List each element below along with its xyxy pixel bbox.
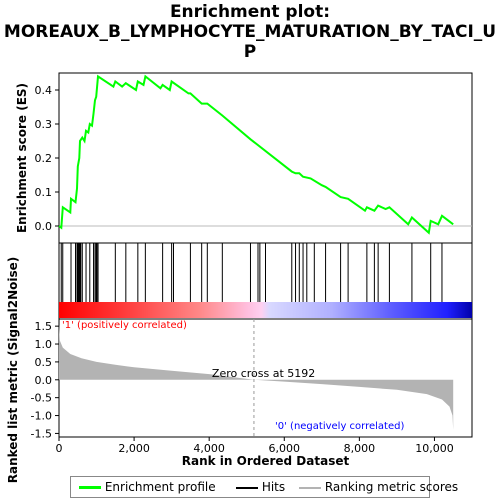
- title-line-3: P: [243, 42, 257, 62]
- positive-correlation-label: '1' (positively correlated): [62, 320, 187, 331]
- xtick-label-1: 2,000: [118, 442, 150, 455]
- xtick-label-3: 6,000: [269, 442, 301, 455]
- legend-hits-swatch: [236, 486, 258, 489]
- metric-y-axis-label: Ranked list metric (Signal2Noise): [6, 257, 20, 484]
- title-line-1: Enrichment plot:: [169, 2, 331, 22]
- metric-ytick-label-0: -1.5: [31, 427, 52, 440]
- metric-ytick-label-3: 0.0: [35, 374, 53, 387]
- es-ytick-label-3: 0.3: [35, 118, 53, 131]
- legend-hits: Hits: [236, 480, 285, 494]
- legend-ranking-label: Ranking metric scores: [324, 480, 459, 494]
- legend-hits-label: Hits: [261, 480, 286, 494]
- es-ytick-label-2: 0.2: [35, 152, 53, 165]
- ranking-metric-area: [59, 324, 454, 430]
- xtick-label-2: 4,000: [193, 442, 225, 455]
- legend-ranking: Ranking metric scores: [299, 480, 458, 494]
- rank-color-bar: [59, 302, 472, 318]
- enrichment-profile-line: [58, 74, 454, 235]
- title-line-2: MOREAUX_B_LYMPHOCYTE_MATURATION_BY_TACI_…: [3, 22, 497, 42]
- zero-cross-label: Zero cross at 5192: [212, 367, 315, 380]
- es-ytick-label-1: 0.1: [35, 186, 53, 199]
- metric-ytick-label-1: -1.0: [31, 410, 52, 423]
- es-ytick-label-4: 0.4: [35, 84, 53, 97]
- legend: Enrichment profile Hits Ranking metric s…: [70, 476, 458, 498]
- xtick-label-5: 10,000: [415, 442, 454, 455]
- metric-ytick-label-4: 0.5: [35, 356, 53, 369]
- legend-enrichment-swatch: [79, 486, 101, 489]
- metric-ytick-label-2: -0.5: [31, 392, 52, 405]
- legend-enrichment-label: Enrichment profile: [104, 480, 216, 494]
- metric-ytick-label-6: 1.5: [35, 320, 53, 333]
- es-y-axis-label: Enrichment score (ES): [15, 83, 29, 233]
- es-panel-frame: [58, 72, 473, 244]
- legend-enrichment: Enrichment profile: [79, 480, 216, 494]
- xtick-label-0: 0: [56, 442, 63, 455]
- negative-correlation-label: '0' (negatively correlated): [275, 421, 404, 432]
- xtick-label-4: 8,000: [344, 442, 376, 455]
- es-ytick-label-0: 0.0: [35, 220, 53, 233]
- x-axis-label: Rank in Ordered Dataset: [182, 454, 350, 468]
- metric-ytick-label-5: 1.0: [35, 338, 53, 351]
- legend-ranking-swatch: [299, 486, 321, 489]
